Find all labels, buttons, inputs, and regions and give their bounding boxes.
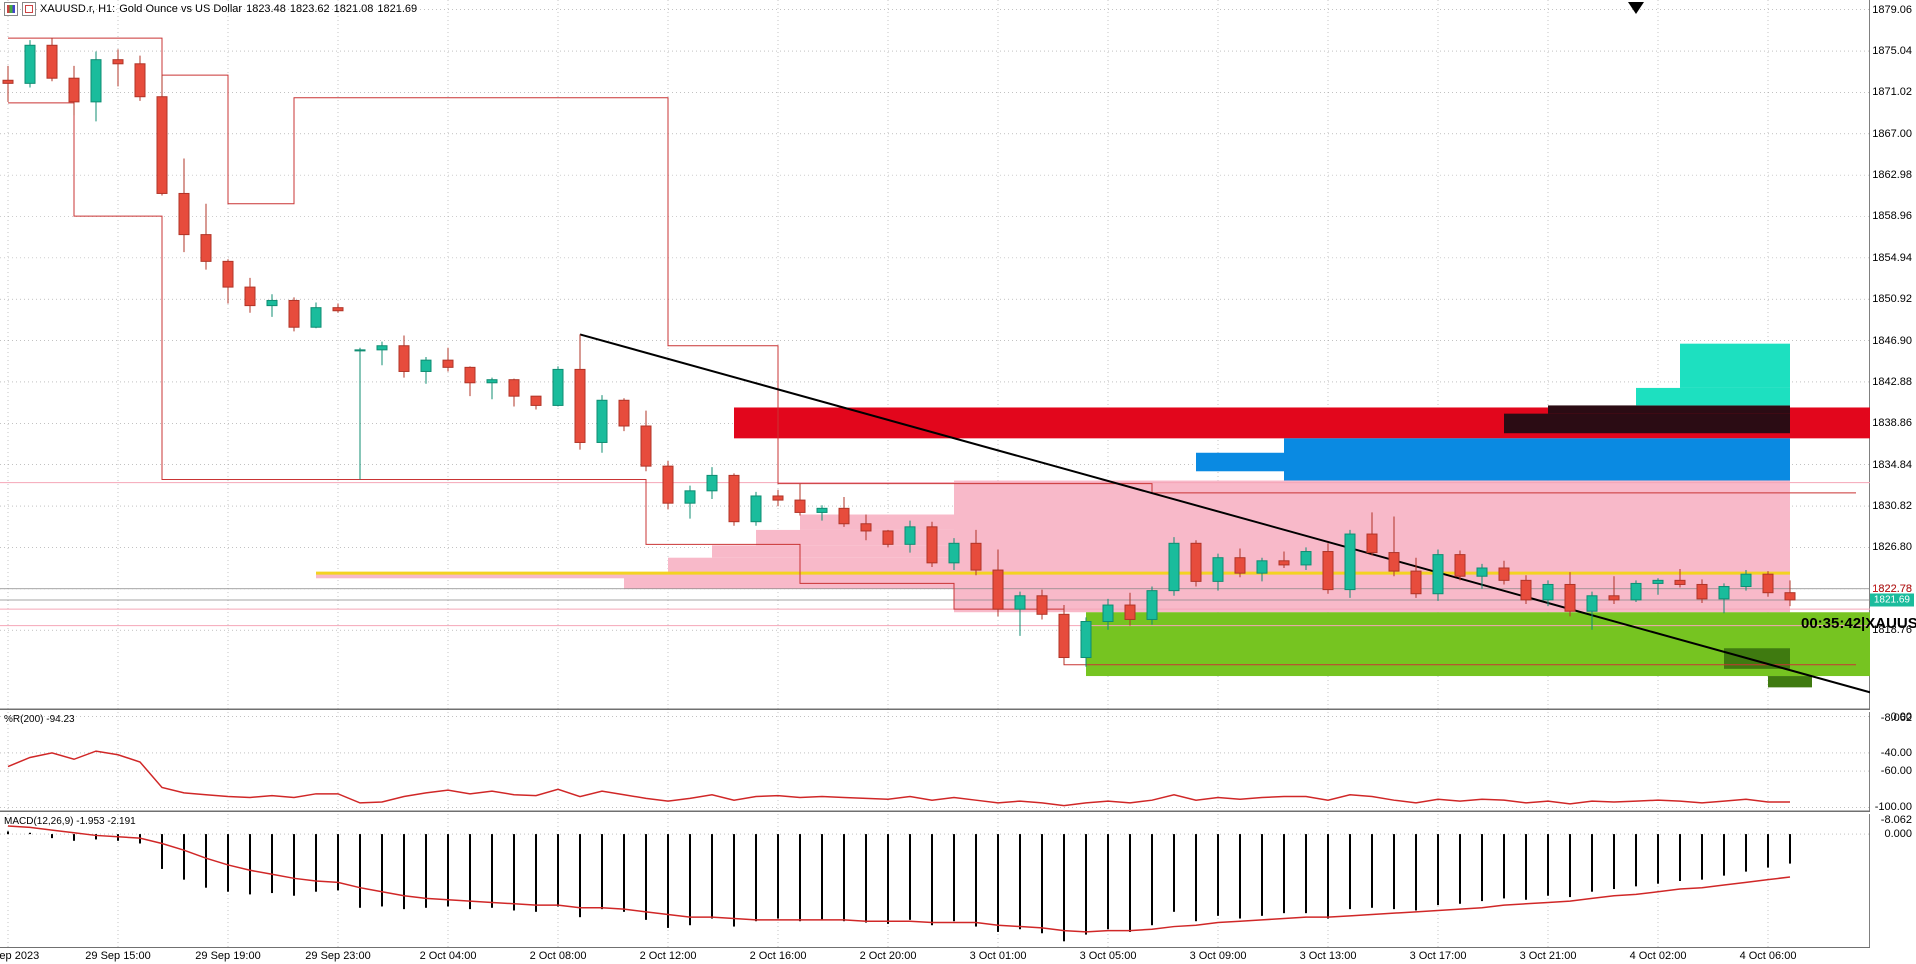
x-tick: 2 Oct 04:00 <box>420 950 477 962</box>
x-tick: 29 Sep 2023 <box>0 950 39 962</box>
teal-zone1 <box>1680 344 1790 388</box>
x-tick: 2 Oct 16:00 <box>750 950 807 962</box>
dark-zone2 <box>1548 405 1790 413</box>
x-tick: 29 Sep 19:00 <box>195 950 260 962</box>
x-tick: 4 Oct 06:00 <box>1740 950 1797 962</box>
r-y-tick: -100.00 <box>1875 801 1912 813</box>
x-tick: 2 Oct 12:00 <box>640 950 697 962</box>
header-symbol: XAUUSD.r, H1: <box>40 3 115 15</box>
x-tick: 3 Oct 17:00 <box>1410 950 1467 962</box>
grid-icon[interactable] <box>4 2 18 16</box>
header-o: 1823.48 <box>246 3 286 15</box>
x-tick: 3 Oct 21:00 <box>1520 950 1577 962</box>
y-tick: 1834.84 <box>1872 459 1912 471</box>
header-h: 1823.62 <box>290 3 330 15</box>
darkgreen2 <box>1768 676 1812 687</box>
main-price-panel[interactable] <box>0 0 1870 710</box>
y-tick: 1850.92 <box>1872 293 1912 305</box>
y-tick: 1830.82 <box>1872 500 1912 512</box>
x-tick: 3 Oct 01:00 <box>970 950 1027 962</box>
header-c: 1821.69 <box>377 3 417 15</box>
y-tick: 1862.98 <box>1872 169 1912 181</box>
r-y-tick: -40.00 <box>1881 747 1912 759</box>
r-side-tag: -8.062 <box>1881 712 1912 724</box>
x-tick: 3 Oct 13:00 <box>1300 950 1357 962</box>
x-tick: 29 Sep 23:00 <box>305 950 370 962</box>
chart-header: XAUUSD.r, H1: Gold Ounce vs US Dollar 18… <box>4 2 417 16</box>
chart-root: XAUUSD.r, H1: Gold Ounce vs US Dollar 18… <box>0 0 1916 964</box>
x-tick: 29 Sep 15:00 <box>85 950 150 962</box>
williams-r-panel[interactable] <box>0 712 1870 812</box>
header-l: 1821.08 <box>334 3 374 15</box>
y-tick: 1871.02 <box>1872 86 1912 98</box>
x-tick: 4 Oct 02:00 <box>1630 950 1687 962</box>
y-tick: 1867.00 <box>1872 128 1912 140</box>
y-tick: 1879.06 <box>1872 4 1912 16</box>
y-tick: 1858.96 <box>1872 210 1912 222</box>
r-y-tick: -60.00 <box>1881 765 1912 777</box>
macd-panel-label: MACD(12,26,9) -1.953 -2.191 <box>4 816 136 827</box>
macd-y-tick: 0.000 <box>1884 828 1912 840</box>
darkgreen1 <box>1724 648 1790 669</box>
x-tick: 2 Oct 20:00 <box>860 950 917 962</box>
current-price-tag: 1821.69 <box>1870 594 1914 607</box>
frame-icon[interactable] <box>22 2 36 16</box>
countdown-watermark: 00:35:42|XAUUSD|H1 <box>1801 615 1916 632</box>
y-tick: 1846.90 <box>1872 335 1912 347</box>
arrow-down-icon <box>1628 2 1644 14</box>
x-tick: 3 Oct 09:00 <box>1190 950 1247 962</box>
y-tick: 1854.94 <box>1872 252 1912 264</box>
y-tick: 1875.04 <box>1872 45 1912 57</box>
y-tick: 1826.80 <box>1872 541 1912 553</box>
y-tick: 1838.86 <box>1872 417 1912 429</box>
y-tick: 1842.88 <box>1872 376 1912 388</box>
macd-side-tag: -8.062 <box>1881 814 1912 826</box>
header-desc: Gold Ounce vs US Dollar <box>119 3 242 15</box>
x-tick: 3 Oct 05:00 <box>1080 950 1137 962</box>
dark-zone1 <box>1504 414 1790 434</box>
r-panel-label: %R(200) -94.23 <box>4 714 75 725</box>
teal-zone2 <box>1636 388 1790 405</box>
blue-zone2 <box>1196 453 1790 472</box>
x-tick: 2 Oct 08:00 <box>530 950 587 962</box>
macd-panel[interactable] <box>0 814 1870 948</box>
